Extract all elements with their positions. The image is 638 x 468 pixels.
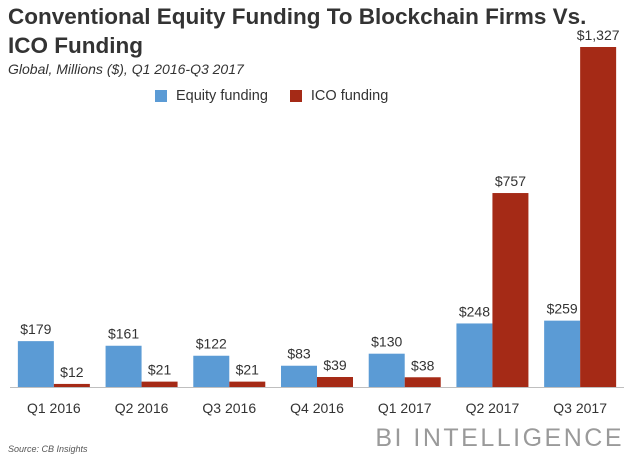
x-tick-label-5: Q2 2017 <box>466 400 520 416</box>
bar-equity-6 <box>544 320 581 387</box>
legend-swatch-equity <box>155 90 167 102</box>
data-label-equity-6: $259 <box>547 301 578 317</box>
bar-ico-0 <box>53 383 90 387</box>
data-label-equity-4: $130 <box>371 334 402 350</box>
brand-logo: BI INTELLIGENCE <box>375 424 624 452</box>
legend: Equity funding ICO funding <box>155 88 410 104</box>
data-label-ico-3: $39 <box>323 357 347 373</box>
bar-ico-6 <box>580 47 617 387</box>
data-label-equity-0: $179 <box>20 321 51 337</box>
data-label-equity-1: $161 <box>108 326 139 342</box>
data-label-equity-2: $122 <box>196 336 227 352</box>
bar-equity-5 <box>456 323 493 387</box>
bar-ico-4 <box>404 377 441 387</box>
chart-subtitle: Global, Millions ($), Q1 2016-Q3 2017 <box>8 61 244 77</box>
legend-item-ico: ICO funding <box>289 88 389 104</box>
data-label-ico-4: $38 <box>411 357 435 373</box>
legend-item-equity: Equity funding <box>155 88 268 104</box>
legend-label-ico: ICO funding <box>310 88 389 104</box>
data-label-equity-3: $83 <box>287 346 311 362</box>
bar-ico-1 <box>141 381 178 387</box>
bar-equity-2 <box>193 355 230 387</box>
data-label-ico-5: $757 <box>495 173 526 189</box>
bar-ico-2 <box>229 381 266 387</box>
x-tick-label-4: Q1 2017 <box>378 400 432 416</box>
bar-equity-0 <box>17 341 54 387</box>
data-label-equity-5: $248 <box>459 303 490 319</box>
bar-equity-1 <box>105 345 142 387</box>
x-tick-label-3: Q4 2016 <box>290 400 344 416</box>
x-tick-label-0: Q1 2016 <box>27 400 81 416</box>
data-label-ico-1: $21 <box>148 362 172 378</box>
legend-swatch-ico <box>289 90 302 102</box>
data-label-ico-6: $1,327 <box>577 27 620 43</box>
x-tick-label-1: Q2 2016 <box>115 400 169 416</box>
data-label-ico-0: $12 <box>60 364 84 380</box>
bar-ico-5 <box>492 193 529 387</box>
bar-equity-3 <box>281 365 317 387</box>
bar-ico-3 <box>317 377 353 387</box>
x-tick-label-6: Q3 2017 <box>553 400 607 416</box>
bar-equity-4 <box>368 353 405 387</box>
legend-label-equity: Equity funding <box>176 88 268 104</box>
source-note: Source: CB Insights <box>8 444 88 454</box>
data-label-ico-2: $21 <box>236 362 260 378</box>
chart-title: Conventional Equity Funding To Blockchai… <box>8 4 587 58</box>
x-tick-label-2: Q3 2016 <box>202 400 256 416</box>
